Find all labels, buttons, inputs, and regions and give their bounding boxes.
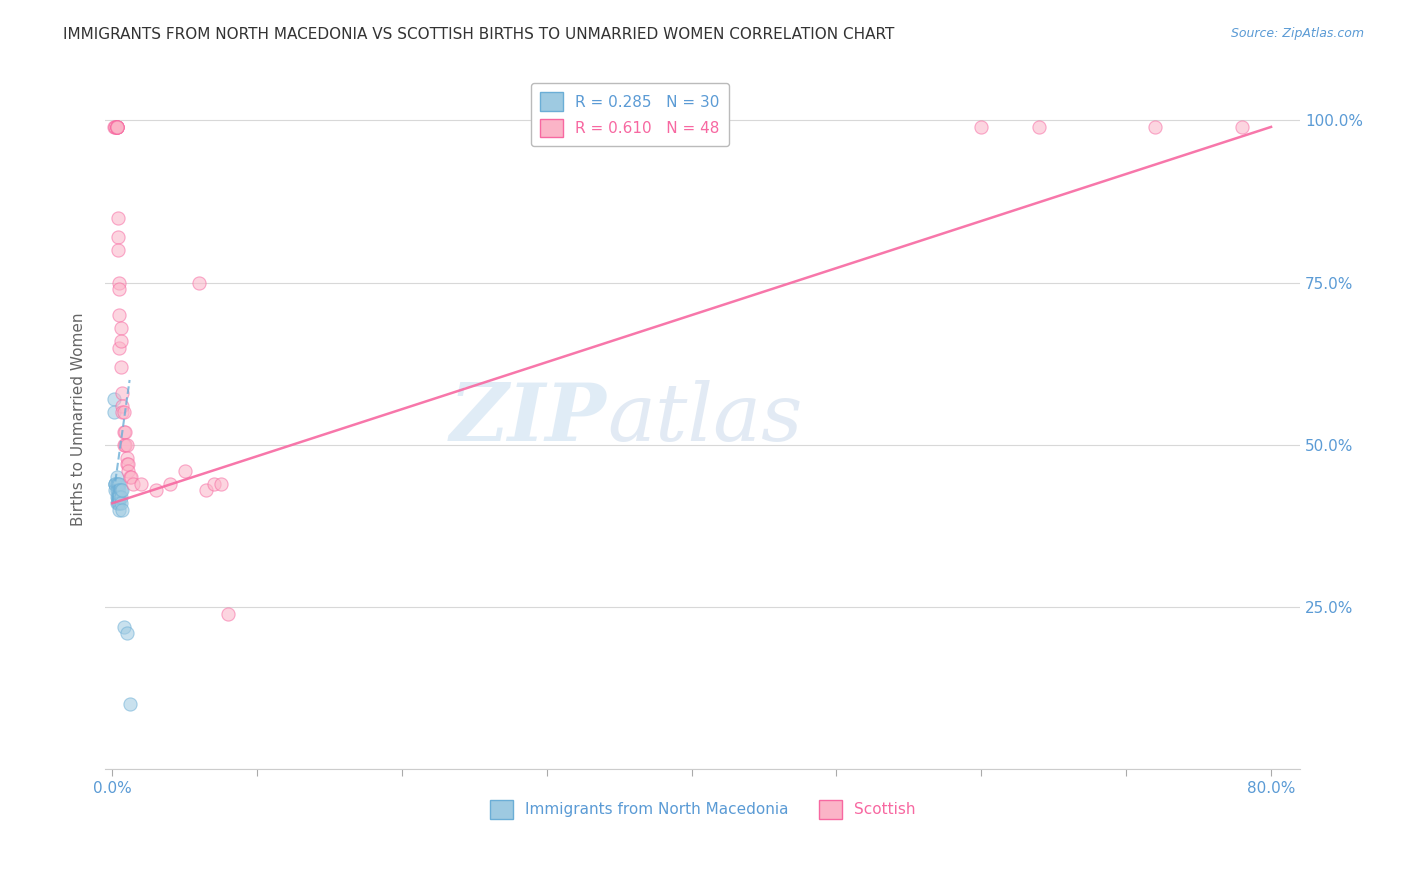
Point <box>115 626 138 640</box>
Point <box>209 476 232 491</box>
Point <box>104 476 127 491</box>
Point <box>104 476 127 491</box>
Point <box>110 359 132 374</box>
Point <box>1230 120 1253 134</box>
Point <box>114 438 136 452</box>
Point <box>118 698 141 712</box>
Point <box>107 496 129 510</box>
Point <box>112 619 135 633</box>
Point <box>111 386 134 401</box>
Point <box>105 476 128 491</box>
Point <box>217 607 239 621</box>
Point <box>110 496 132 510</box>
Point <box>110 334 132 348</box>
Point <box>1028 120 1050 134</box>
Point <box>104 483 127 498</box>
Point <box>114 425 136 439</box>
Point <box>202 476 225 491</box>
Point <box>111 483 134 498</box>
Point <box>112 438 135 452</box>
Point <box>1144 120 1167 134</box>
Point <box>107 490 129 504</box>
Point <box>108 490 131 504</box>
Point <box>103 405 125 419</box>
Point <box>105 120 128 134</box>
Legend: Immigrants from North Macedonia, Scottish: Immigrants from North Macedonia, Scottis… <box>484 794 921 825</box>
Point <box>110 321 132 335</box>
Point <box>115 458 138 472</box>
Point <box>117 464 139 478</box>
Point <box>108 282 131 296</box>
Point <box>111 502 134 516</box>
Point <box>107 211 129 225</box>
Point <box>107 483 129 498</box>
Point <box>159 476 181 491</box>
Point <box>970 120 993 134</box>
Point <box>173 464 195 478</box>
Point <box>104 120 127 134</box>
Point <box>118 470 141 484</box>
Point <box>115 450 138 465</box>
Point <box>104 476 127 491</box>
Point <box>121 476 143 491</box>
Point <box>103 120 125 134</box>
Point <box>108 276 131 290</box>
Point <box>108 490 131 504</box>
Point <box>105 120 128 134</box>
Point <box>105 483 128 498</box>
Point <box>103 392 125 407</box>
Point <box>107 476 129 491</box>
Point <box>110 483 132 498</box>
Point <box>145 483 167 498</box>
Y-axis label: Births to Unmarried Women: Births to Unmarried Women <box>72 312 86 525</box>
Text: Source: ZipAtlas.com: Source: ZipAtlas.com <box>1230 27 1364 40</box>
Point <box>104 120 127 134</box>
Point <box>105 496 128 510</box>
Point <box>107 230 129 244</box>
Point <box>108 341 131 355</box>
Point <box>105 120 128 134</box>
Point <box>108 496 131 510</box>
Point <box>105 470 128 484</box>
Point <box>105 120 128 134</box>
Point <box>111 405 134 419</box>
Point <box>115 438 138 452</box>
Point <box>188 276 211 290</box>
Point <box>108 483 131 498</box>
Text: atlas: atlas <box>607 380 803 458</box>
Point <box>129 476 152 491</box>
Point <box>105 490 128 504</box>
Point <box>108 502 131 516</box>
Point <box>195 483 218 498</box>
Point <box>112 405 135 419</box>
Point <box>117 458 139 472</box>
Point <box>120 470 142 484</box>
Point <box>110 490 132 504</box>
Point <box>107 243 129 257</box>
Point <box>107 490 129 504</box>
Point <box>111 399 134 413</box>
Point <box>108 476 131 491</box>
Point <box>105 120 128 134</box>
Text: IMMIGRANTS FROM NORTH MACEDONIA VS SCOTTISH BIRTHS TO UNMARRIED WOMEN CORRELATIO: IMMIGRANTS FROM NORTH MACEDONIA VS SCOTT… <box>63 27 894 42</box>
Point <box>105 120 128 134</box>
Point <box>112 425 135 439</box>
Point <box>108 308 131 322</box>
Text: ZIP: ZIP <box>450 380 607 458</box>
